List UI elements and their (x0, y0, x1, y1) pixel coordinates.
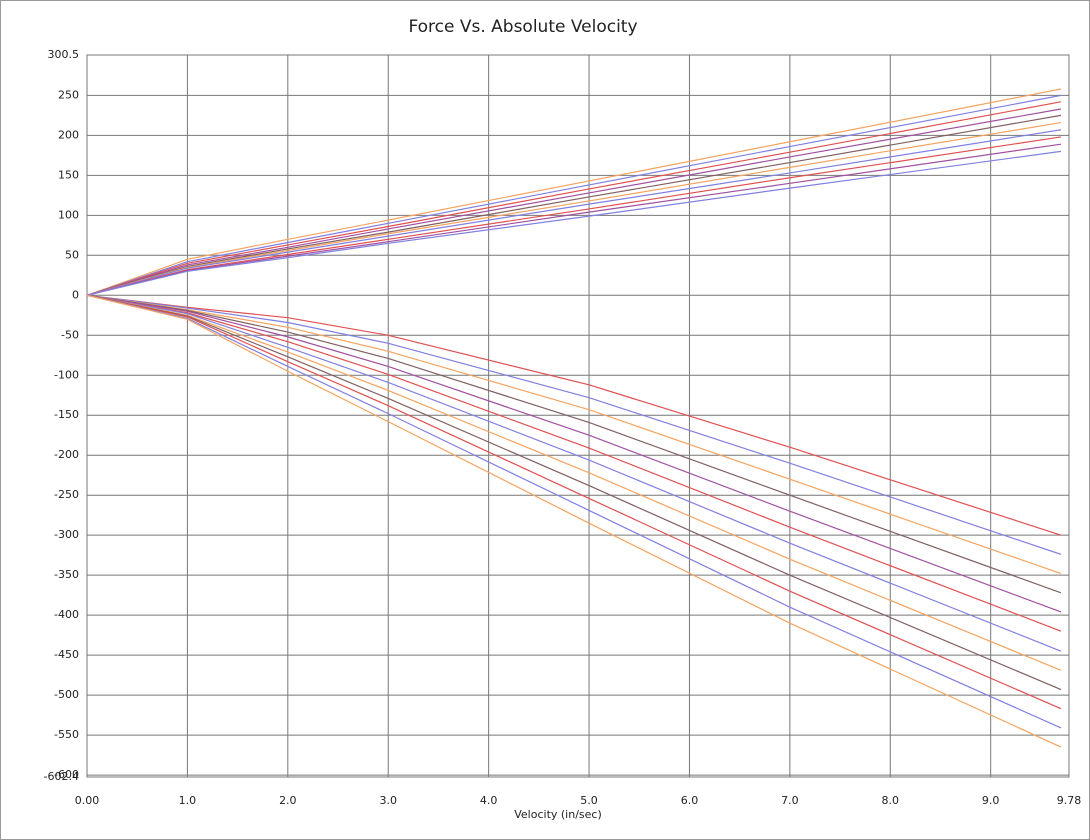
x-tick-label: 9.78 (1057, 794, 1082, 807)
series-line (86, 294, 1062, 671)
y-tick-label: 150 (58, 168, 79, 181)
series-line (86, 108, 1062, 296)
series-line (86, 294, 1062, 575)
y-tick-label: -150 (54, 408, 79, 421)
y-tick-label: -602.4 (44, 770, 79, 783)
series-line (86, 143, 1062, 296)
series-line (86, 294, 1062, 710)
x-tick-label: 1.0 (179, 794, 197, 807)
y-tick-label: -400 (54, 608, 79, 621)
series-line (86, 294, 1062, 555)
x-tick-label: 2.0 (279, 794, 297, 807)
series-line (86, 129, 1062, 296)
series-line (86, 294, 1062, 594)
series-line (86, 294, 1062, 729)
y-tick-label: -50 (61, 328, 79, 341)
y-tick-label: -500 (54, 688, 79, 701)
x-tick-label: 8.0 (882, 794, 900, 807)
x-tick-label: 9.0 (982, 794, 1000, 807)
plot-area (86, 54, 1070, 778)
y-tick-label: -250 (54, 488, 79, 501)
series-line (86, 114, 1062, 296)
series-line (86, 294, 1062, 691)
y-tick-label: 50 (65, 248, 79, 261)
x-tick-label: 0.00 (75, 794, 100, 807)
x-tick-label: 3.0 (379, 794, 397, 807)
series-line (86, 294, 1062, 632)
y-tick-label: -600 (54, 768, 79, 781)
x-tick-label: 7.0 (781, 794, 799, 807)
series-line (86, 150, 1062, 296)
x-tick-label: 6.0 (681, 794, 699, 807)
series-line (86, 294, 1062, 652)
series-line (86, 294, 1062, 613)
chart-title: Force Vs. Absolute Velocity (408, 17, 637, 37)
y-tick-label: 0 (72, 288, 79, 301)
series-line (86, 294, 1062, 536)
x-axis-label: Velocity (in/sec) (514, 808, 602, 821)
y-tick-label: -100 (54, 368, 79, 381)
series-line (86, 294, 1062, 748)
y-tick-label: -300 (54, 528, 79, 541)
y-tick-label: -450 (54, 648, 79, 661)
x-tick-label: 5.0 (580, 794, 598, 807)
series-line (86, 88, 1062, 296)
y-tick-label: 200 (58, 128, 79, 141)
y-tick-label: 100 (58, 208, 79, 221)
y-tick-label: -350 (54, 568, 79, 581)
series-line (86, 94, 1062, 296)
series-line (86, 101, 1062, 296)
y-tick-label: 250 (58, 88, 79, 101)
series-line (86, 121, 1062, 296)
y-tick-label: 300.5 (48, 48, 80, 61)
y-tick-label: -550 (54, 728, 79, 741)
y-tick-label: -200 (54, 448, 79, 461)
series-line (86, 136, 1062, 296)
x-tick-label: 4.0 (480, 794, 498, 807)
